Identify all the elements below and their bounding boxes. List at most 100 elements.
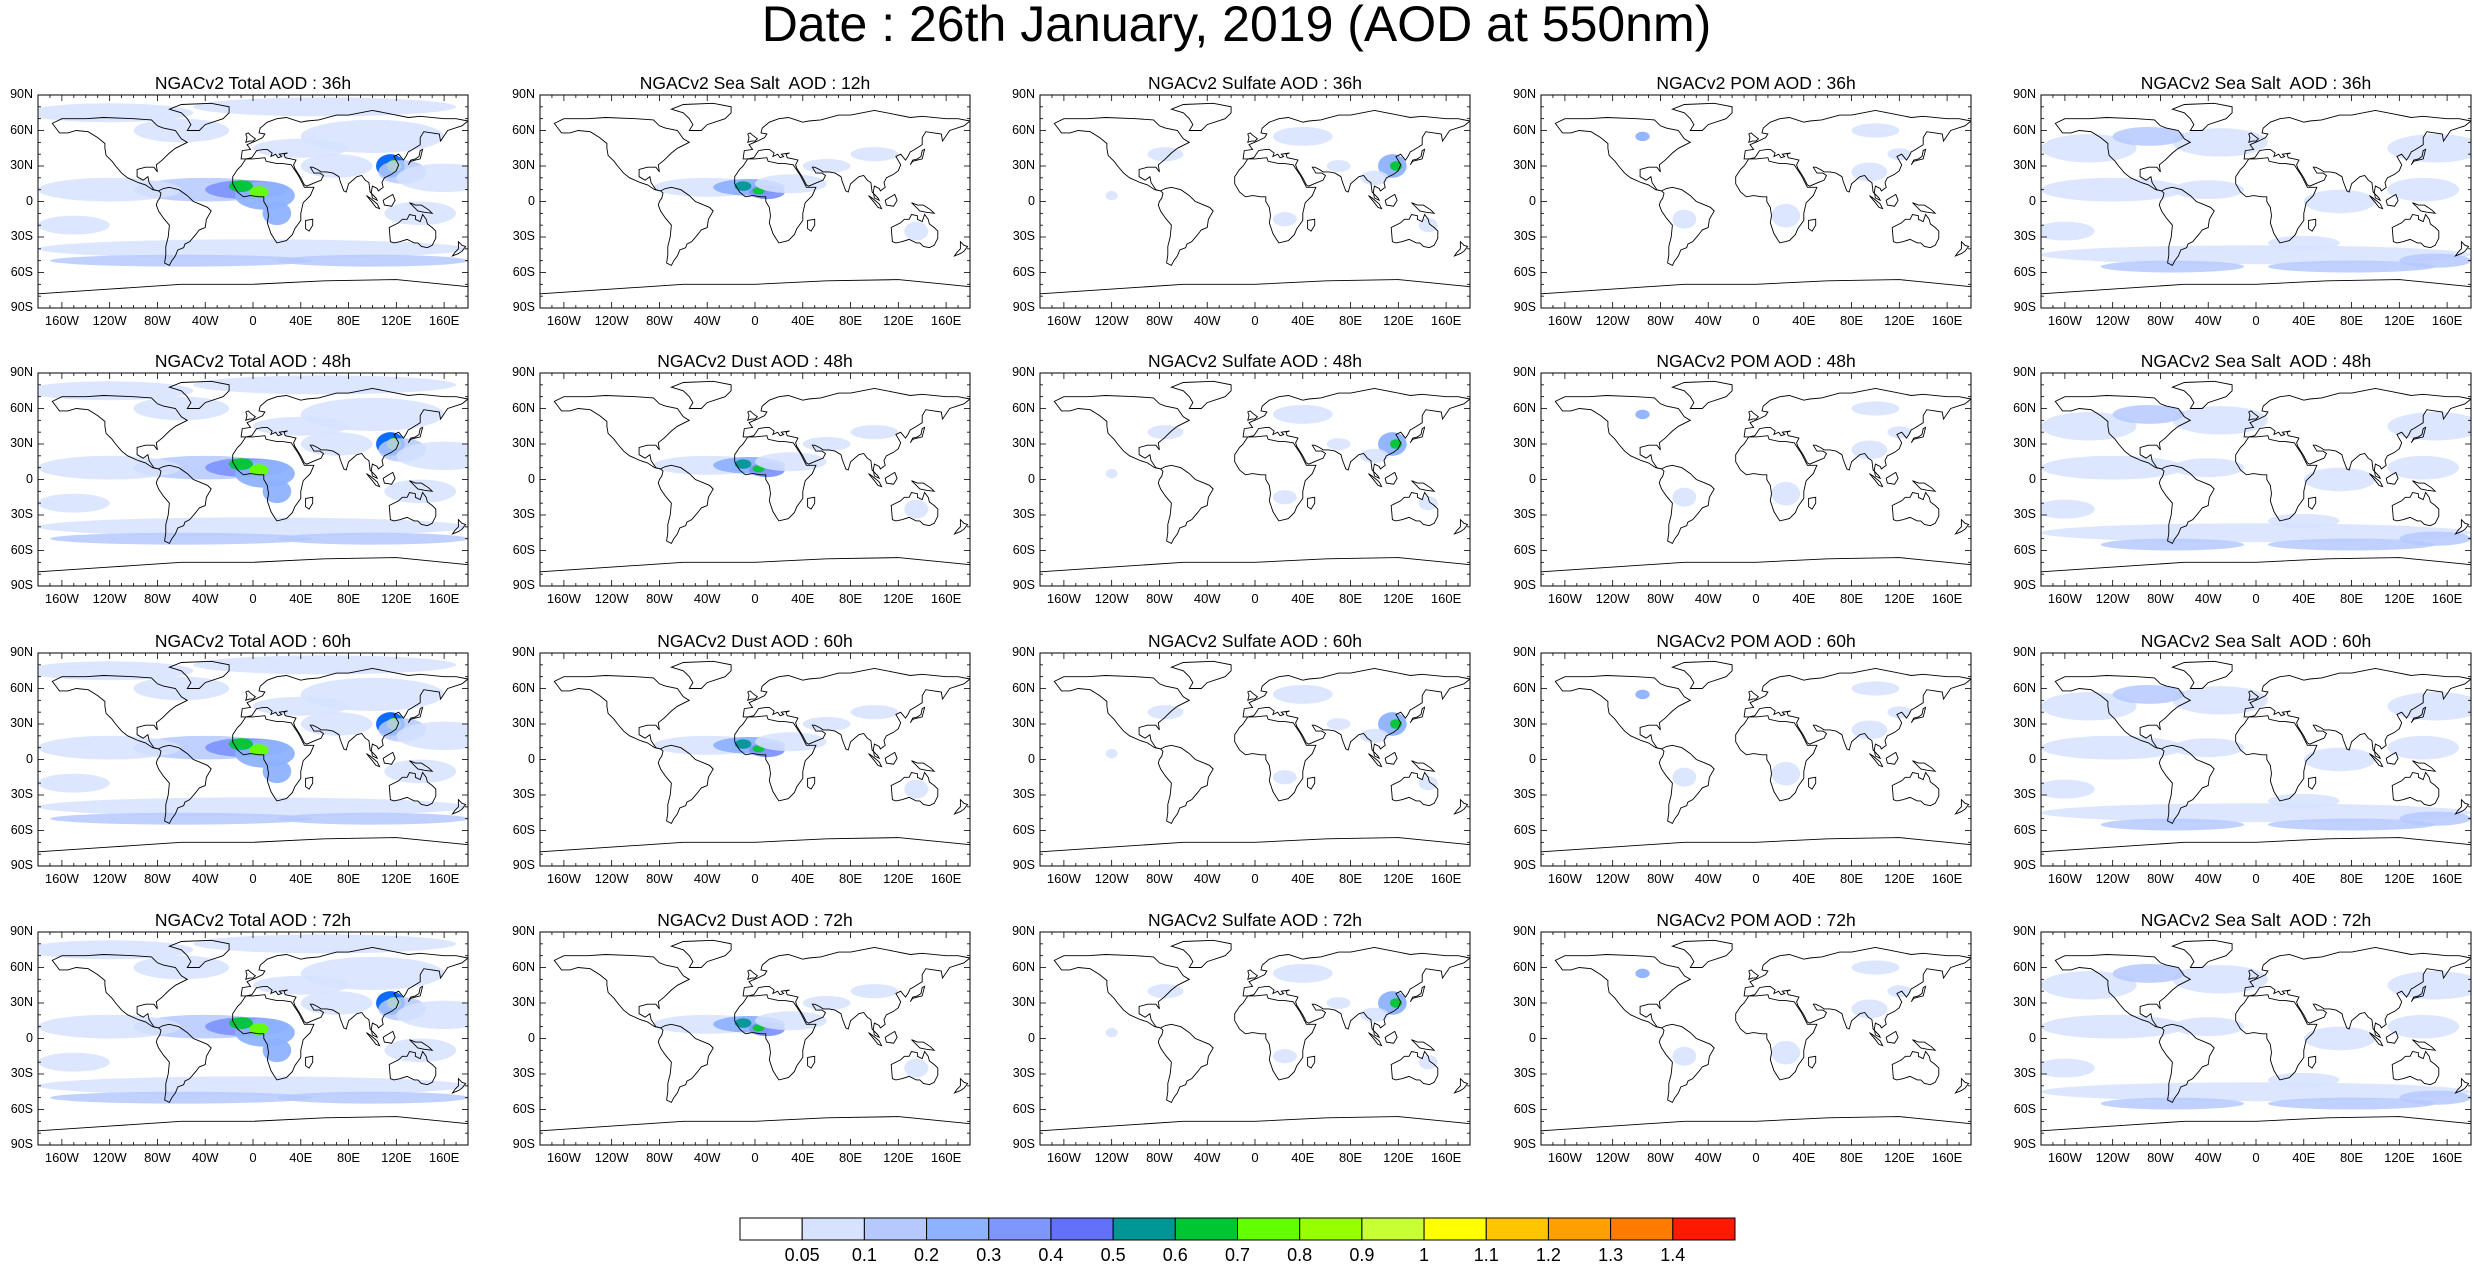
coastline (670, 102, 732, 131)
coastline (1671, 380, 1733, 409)
lat-tick-label: 0 (26, 471, 33, 486)
coastline (884, 1030, 898, 1044)
coastline (1891, 1050, 1940, 1086)
lon-tick-label: 80W (1647, 1150, 1674, 1165)
aerosol-field (1326, 438, 1351, 450)
coastline (1808, 776, 1817, 790)
lon-tick-label: 160W (546, 313, 581, 328)
aerosol-field (193, 375, 457, 395)
coastline (1157, 464, 1214, 545)
lat-tick-label: 90S (512, 578, 535, 592)
panel-title: NGACv2 Total AOD : 48h (154, 351, 352, 371)
coastline (2385, 751, 2399, 765)
aod-map (1039, 94, 1471, 309)
lon-tick-label: 40W (1694, 871, 1722, 886)
aerosol-field (850, 984, 899, 999)
panel-title: NGACv2 Sea Salt AOD : 12h (639, 73, 871, 93)
coastline (382, 193, 396, 207)
lon-tick-label: 120E (1884, 871, 1915, 886)
coastline (409, 480, 434, 492)
aerosol-field (2112, 684, 2185, 704)
lat-tick-label: 30S (2013, 229, 2036, 243)
coastline (305, 1055, 314, 1069)
aerosol-field (2041, 971, 2137, 1000)
lon-tick-label: 160W (44, 1150, 79, 1165)
coastline (911, 1039, 936, 1051)
lat-tick-label: 90N (1513, 645, 1536, 659)
coastline (953, 518, 969, 535)
colorbar-box (1423, 1217, 1487, 1241)
lon-tick-label: 160E (1931, 871, 1963, 886)
lat-tick-label: 60S (1513, 542, 1536, 557)
aerosol-field (253, 975, 349, 995)
coastline (1743, 946, 1971, 1039)
aerosol-field (2399, 531, 2471, 546)
coastline (807, 218, 816, 232)
lon-tick-label: 160W (1547, 871, 1582, 886)
lon-tick-label: 40W (693, 313, 721, 328)
lat-tick-label: 90S (10, 578, 33, 592)
coastline (2158, 1023, 2215, 1104)
lon-tick-label: 160E (930, 1150, 962, 1165)
lat-tick-label: 30S (10, 507, 33, 521)
lat-tick-label: 60N (2013, 959, 2036, 974)
coastline (366, 473, 381, 488)
panel-title: NGACv2 POM AOD : 72h (1656, 910, 1856, 930)
aerosol-field (38, 493, 110, 513)
panel-title: NGACv2 POM AOD : 48h (1656, 351, 1856, 371)
aerosol-field (904, 221, 929, 241)
lon-tick-label: 160W (1046, 591, 1081, 606)
aod-map (1039, 372, 1471, 587)
aerosol-field (1771, 203, 1801, 228)
coastline (2243, 387, 2471, 480)
coastline (1554, 954, 1692, 1029)
aerosol-field (802, 158, 851, 174)
aerosol-field (249, 1023, 269, 1035)
aerosol-field (49, 254, 313, 267)
aerosol-field (2387, 455, 2460, 480)
lat-tick-label: 60N (2013, 122, 2036, 137)
lon-tick-label: 0 (249, 871, 257, 886)
lon-tick-label: 40E (791, 871, 815, 886)
lon-tick-label: 0 (2252, 313, 2260, 328)
lat-tick-label: 30N (1513, 436, 1536, 450)
coastline (451, 240, 467, 257)
lat-tick-label: 60S (2013, 542, 2036, 557)
lon-tick-label: 40W (693, 871, 721, 886)
lon-tick-label: 120W (92, 313, 127, 328)
lat-tick-label: 0 (26, 193, 33, 208)
aerosol-field (2041, 221, 2095, 241)
lat-tick-label: 60S (512, 542, 535, 557)
lat-tick-label: 30N (512, 436, 535, 450)
coastline (1409, 985, 1426, 1003)
lon-tick-label: 120W (2095, 313, 2130, 328)
lon-tick-label: 160W (1046, 1150, 1081, 1165)
coastline (909, 426, 926, 444)
coastline (366, 753, 381, 768)
aerosol-field (2112, 963, 2185, 983)
coastline (232, 435, 315, 522)
coastline (1910, 148, 1927, 166)
coastline (1748, 132, 1760, 143)
coastline (2369, 753, 2384, 768)
coastline (1885, 193, 1899, 207)
colorbar-box (926, 1217, 990, 1241)
lon-tick-label: 40W (1193, 871, 1221, 886)
coastline (868, 195, 883, 210)
lat-tick-label: 90S (1012, 1137, 1035, 1151)
aerosol-field (1851, 681, 1900, 696)
colorbar-label: 1.2 (1535, 1245, 1561, 1265)
colorbar-label: 0.9 (1349, 1245, 1375, 1265)
coastline (1170, 939, 1232, 968)
aerosol-field (2267, 793, 2340, 809)
coastline (1885, 1030, 1899, 1044)
lat-tick-label: 90S (512, 1137, 535, 1151)
lat-tick-label: 90N (1513, 365, 1536, 379)
lon-tick-label: 120W (92, 591, 127, 606)
lat-tick-label: 60N (10, 400, 33, 415)
lon-tick-label: 40E (1291, 591, 1315, 606)
aerosol-field (2172, 406, 2268, 435)
coastline (1541, 1116, 1971, 1145)
aerosol-field (734, 739, 752, 749)
lon-tick-label: 120E (883, 871, 914, 886)
